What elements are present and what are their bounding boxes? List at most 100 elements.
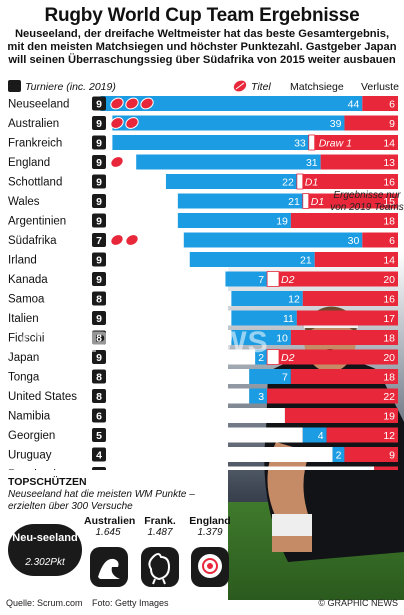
row-label-band — [4, 271, 226, 287]
wins-value: 39 — [330, 118, 342, 130]
losses-value: 6 — [389, 99, 395, 111]
losses-bar — [374, 466, 398, 470]
team-row: Japan 9 2 D2 20 — [4, 349, 398, 365]
footer-copyright: © GRAPHIC NEWS — [318, 598, 398, 608]
draw-value: D2 — [281, 352, 295, 364]
tournaments-box — [92, 272, 106, 286]
tournaments-box — [92, 330, 106, 345]
wins-bar — [189, 252, 315, 267]
losses-bar — [314, 135, 398, 150]
scorer-points: 1.487 — [147, 527, 173, 538]
losses-value: 14 — [383, 138, 395, 150]
team-row: Frankreich 9 33 Draw 1 14 — [4, 134, 398, 151]
losses-bar — [344, 447, 398, 462]
tournaments-box — [92, 116, 106, 130]
wins-value: 2 — [336, 450, 342, 462]
wins-bar — [112, 135, 309, 150]
team-name: Samoa — [8, 294, 45, 306]
legend-wins: Matchsiege — [290, 81, 344, 93]
losses-bar — [279, 271, 398, 287]
scorer-name: England — [189, 515, 231, 527]
team-name: Australien — [8, 118, 59, 130]
losses-bar — [344, 115, 398, 131]
wins-value: 3 — [258, 391, 264, 403]
team-name: Georgien — [8, 430, 55, 442]
tournaments-value: 8 — [96, 391, 102, 403]
tournaments-box — [92, 291, 106, 306]
row-label-band — [4, 330, 232, 345]
wins-bar — [183, 232, 363, 248]
wins-bar — [255, 349, 268, 365]
losses-value: 16 — [383, 294, 395, 306]
team-row: Tonga 8 7 18 — [4, 369, 398, 384]
team-row: Südafrika 7 30 6 — [4, 232, 398, 248]
team-row: Russland 2 4 — [4, 466, 398, 470]
row-label-band — [4, 388, 250, 404]
scorer-australia: Australien 1.645 — [84, 516, 135, 539]
wins-bar — [231, 291, 303, 306]
tournaments-value: 8 — [96, 294, 102, 306]
row-label-band — [4, 466, 375, 470]
wins-bar — [165, 174, 297, 189]
losses-value: 19 — [383, 411, 395, 423]
losses-bar — [320, 154, 398, 170]
nz-scorer-points: 2.302Pkt — [25, 557, 65, 568]
tournaments-box — [92, 233, 106, 247]
team-name: Uruguay — [8, 450, 52, 462]
losses-bar — [290, 369, 398, 384]
losses-value: 13 — [383, 157, 395, 169]
losses-value: 20 — [383, 274, 395, 286]
draw-value: D1 — [311, 196, 324, 208]
row-label-band — [4, 310, 232, 326]
team-name: Russland — [8, 469, 56, 470]
tournaments-box — [92, 174, 106, 189]
title-ball-icon — [125, 97, 139, 110]
scorer-points: 1.379 — [197, 527, 223, 538]
team-name: Namibia — [8, 411, 51, 423]
legend: Turniere (inc. 2019) Titel Matchsiege Ve… — [8, 79, 399, 93]
team-row: Uruguay 4 2 9 — [4, 447, 398, 462]
title-ball-icon — [110, 97, 124, 110]
tournaments-value: 9 — [96, 138, 102, 150]
tournaments-box — [92, 213, 106, 228]
rooster-emblem-icon — [141, 547, 179, 587]
team-row: Fidschi 8 10 18 — [4, 330, 398, 345]
footer-photo-credit: Foto: Getty Images — [92, 598, 169, 608]
row-label-band — [4, 369, 250, 384]
tournaments-value: 2 — [96, 469, 102, 470]
draws-bar — [296, 173, 304, 190]
row-label-band — [4, 427, 303, 443]
losses-value: 17 — [383, 313, 395, 325]
tournaments-value: 9 — [96, 99, 102, 111]
team-row: Australien 9 39 9 — [4, 115, 398, 131]
row-label-band — [4, 408, 285, 423]
title-ball-icon — [125, 117, 139, 129]
team-row: Samoa 8 12 16 — [4, 291, 398, 306]
wins-value: 33 — [294, 138, 306, 150]
row-label-band — [4, 193, 178, 209]
wins-bar — [112, 115, 345, 131]
wins-value: 21 — [300, 255, 312, 267]
wins-bar — [249, 369, 291, 384]
tournaments-box — [92, 135, 106, 150]
row-label-band — [4, 447, 333, 462]
rugby-results-chart: Turniere (inc. 2019) Titel Matchsiege Ve… — [4, 79, 400, 470]
team-name: Wales — [8, 196, 40, 208]
team-name: England — [8, 157, 50, 169]
losses-bar — [362, 232, 398, 248]
losses-value: 22 — [383, 391, 395, 403]
legend-tournaments-swatch — [8, 80, 21, 92]
tournaments-value: 5 — [96, 430, 102, 442]
wins-value: 7 — [258, 274, 264, 286]
wins-value: 44 — [348, 99, 360, 111]
losses-bar — [302, 291, 398, 306]
draws-bar — [266, 349, 280, 365]
scorer-points: 1.645 — [95, 527, 121, 538]
draws-bar — [266, 271, 280, 287]
team-row: United States 8 3 22 — [4, 388, 398, 404]
title-ball-icon — [125, 234, 139, 246]
tournaments-value: 8 — [96, 372, 102, 384]
chart-subtitle: Neuseeland, der dreifache Weltmeister ha… — [7, 28, 397, 66]
losses-value: 9 — [389, 118, 395, 130]
team-name: Frankreich — [8, 138, 62, 150]
